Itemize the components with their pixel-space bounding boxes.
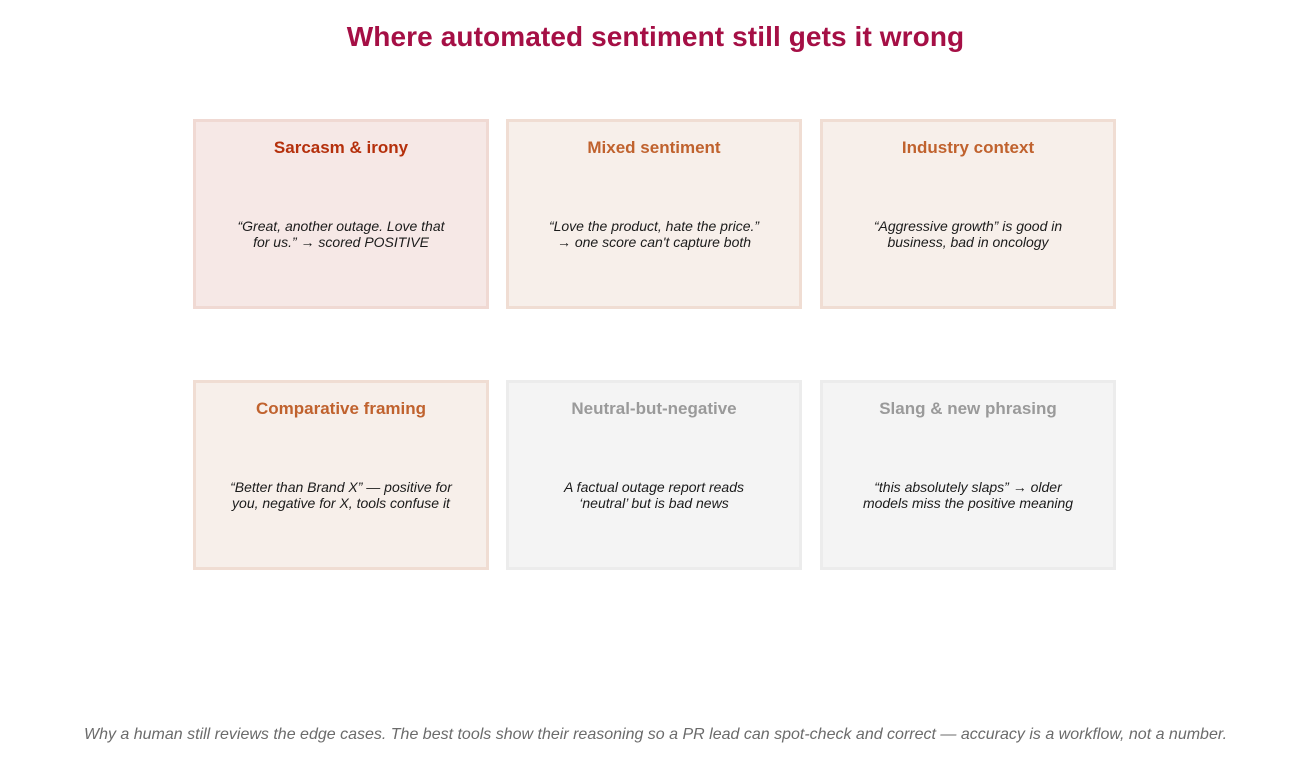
- card-example-line: “this absolutely slaps” → older: [874, 479, 1062, 495]
- card-example-line: → one score can't capture both: [556, 234, 752, 250]
- card-example-line: you, negative for X, tools confuse it: [232, 495, 450, 511]
- card-industry-context: Industry context “Aggressive growth” is …: [820, 119, 1116, 309]
- card-example-line: ‘neutral’ but is bad news: [579, 495, 729, 511]
- card-example-line: A factual outage report reads: [563, 479, 745, 495]
- card-sarcasm-irony: Sarcasm & irony “Great, another outage. …: [193, 119, 489, 309]
- card-heading: Industry context: [901, 138, 1035, 157]
- card-heading: Slang & new phrasing: [879, 399, 1057, 418]
- card-mixed-sentiment: Mixed sentiment “Love the product, hate …: [506, 119, 802, 309]
- card-example: “Love the product, hate the price.” → on…: [509, 218, 799, 250]
- card-heading: Mixed sentiment: [587, 138, 721, 157]
- card-heading: Sarcasm & irony: [273, 138, 409, 157]
- card-example-line: “Better than Brand X” — positive for: [230, 479, 452, 495]
- card-example-line: for us.” → scored POSITIVE: [253, 234, 429, 250]
- card-example-line: models miss the positive meaning: [862, 495, 1074, 511]
- page-title: Where automated sentiment still gets it …: [346, 21, 965, 52]
- card-heading: Comparative framing: [255, 399, 427, 418]
- card-example: “Aggressive growth” is good in business,…: [823, 218, 1113, 250]
- card-example-line: “Love the product, hate the price.”: [548, 218, 760, 234]
- footer-caption: Why a human still reviews the edge cases…: [83, 726, 1228, 743]
- card-example-line: business, bad in oncology: [887, 234, 1049, 250]
- card-example-line: “Aggressive growth” is good in: [873, 218, 1063, 234]
- card-slang-new-phrasing: Slang & new phrasing “this absolutely sl…: [820, 380, 1116, 570]
- card-example: A factual outage report reads ‘neutral’ …: [509, 479, 799, 511]
- card-heading: Neutral-but-negative: [571, 399, 737, 418]
- card-comparative-framing: Comparative framing “Better than Brand X…: [193, 380, 489, 570]
- card-neutral-but-negative: Neutral-but-negative A factual outage re…: [506, 380, 802, 570]
- card-example: “Great, another outage. Love that for us…: [196, 218, 486, 250]
- card-example: “this absolutely slaps” → older models m…: [823, 479, 1113, 511]
- card-example: “Better than Brand X” — positive for you…: [196, 479, 486, 511]
- card-example-line: “Great, another outage. Love that: [237, 218, 445, 234]
